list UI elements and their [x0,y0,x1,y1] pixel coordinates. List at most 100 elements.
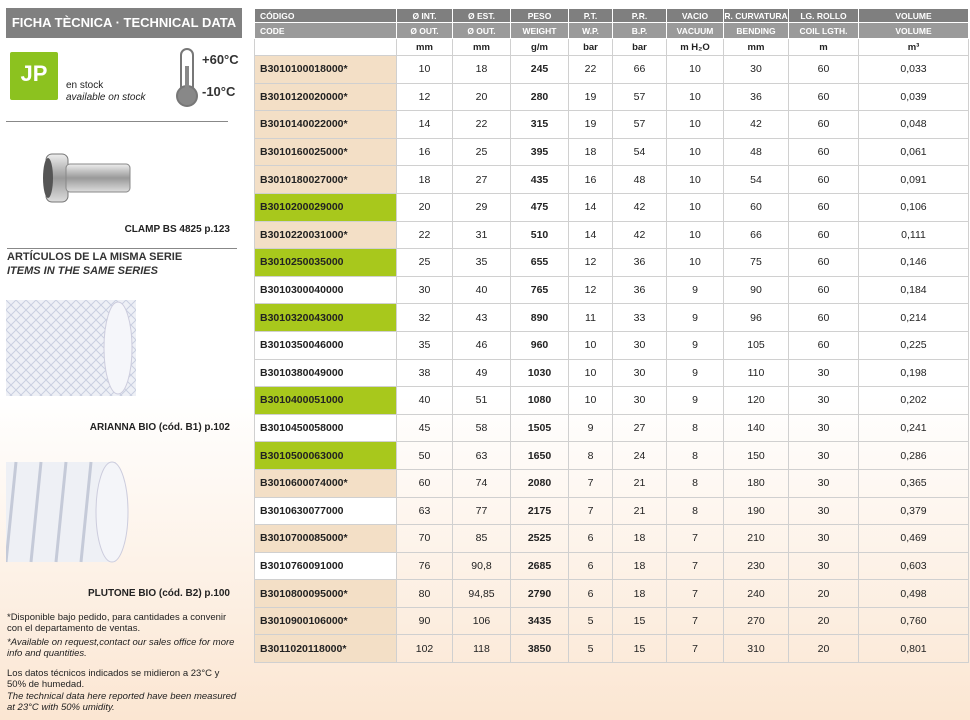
cell: 1030 [510,358,569,388]
data-row: B3010140022000* 14 22 315 19 57 10 42 60 0,048 [254,110,969,139]
cell: 5 [568,606,613,636]
thermometer [176,48,198,107]
cell: 310 [723,634,789,664]
cell: 435 [510,165,569,194]
code-cell: B3010320043000 [254,303,397,332]
cell: 18 [396,165,453,194]
cell: 42 [612,192,667,222]
cell: 50 [396,441,453,470]
cell: 6 [568,579,613,608]
note1-es: *Disponible bajo pedido, para cantidades… [7,612,227,634]
cell: 765 [510,275,569,305]
cell: 60 [788,55,859,84]
cell: 0,801 [858,634,969,664]
data-row: B3010200029000 20 29 475 14 42 10 60 60 0,106 [254,192,969,222]
data-row: B3010220031000* 22 31 510 14 42 10 66 60 0,111 [254,220,969,250]
hose-image [6,300,136,396]
cell: 74 [452,468,511,498]
code-cell: B3010220031000* [254,220,397,250]
cell: 0,061 [858,137,969,167]
code-cell: B3011020118000* [254,634,397,664]
cell: 60 [788,137,859,167]
cell: 655 [510,248,569,277]
cell: 57 [612,110,667,139]
cell: 10 [666,137,724,167]
cell: 7 [666,551,724,581]
cell: 2790 [510,579,569,608]
cell: 51 [452,386,511,415]
sidebar-title: FICHA TÈCNICA · TECHNICAL DATA [6,8,242,38]
cell: 1080 [510,386,569,415]
cell: 70 [396,524,453,553]
cell: 0,033 [858,55,969,84]
cell: 0,111 [858,220,969,250]
cell: 140 [723,413,789,443]
cell: 60 [788,165,859,194]
cell: 0,146 [858,248,969,277]
code-cell: B3010700085000* [254,524,397,553]
header-cell: WEIGHT [510,22,569,39]
cell: 66 [723,220,789,250]
cell: 8 [666,468,724,498]
cell: 6 [568,551,613,581]
cell: 0,241 [858,413,969,443]
cell: 31 [452,220,511,250]
header-cell: BENDING [723,22,789,39]
data-row: B3010250035000 25 35 655 12 36 10 75 60 0,146 [254,248,969,277]
cell: 48 [723,137,789,167]
cell: 30 [788,413,859,443]
cell: 8 [568,441,613,470]
cell: 3850 [510,634,569,664]
cell: 150 [723,441,789,470]
cell: 77 [452,496,511,526]
cell: 18 [452,55,511,84]
cell: 2080 [510,468,569,498]
cell: 22 [568,55,613,84]
cell: 27 [612,413,667,443]
header-cell: COIL LGTH. [788,22,859,39]
temp-min: -10°C [202,84,236,99]
cell: 10 [568,330,613,360]
cell: 60 [788,330,859,360]
hose-image [6,461,129,563]
code-cell: B3010900106000* [254,606,397,636]
cell: 0,225 [858,330,969,360]
data-row: B3010380049000 38 49 1030 10 30 9 110 30 0,198 [254,358,969,388]
cell: 60 [788,303,859,332]
cell: 190 [723,496,789,526]
cell: 270 [723,606,789,636]
header-cell: W.P. [568,22,613,39]
code-cell: B3010120020000* [254,82,397,112]
code-cell: B3010180027000* [254,165,397,194]
code-cell: B3010300040000 [254,275,397,305]
cell: 890 [510,303,569,332]
cell: 24 [612,441,667,470]
header-cell: m H₂O [666,38,724,56]
cell: 60 [788,275,859,305]
cell: 40 [396,386,453,415]
cell: 40 [452,275,511,305]
cell: 30 [788,551,859,581]
cell: 45 [396,413,453,443]
header-cell: VACUUM [666,22,724,39]
cell: 315 [510,110,569,139]
header-cell [254,38,397,56]
code-cell: B3010100018000* [254,55,397,84]
data-row: B3010600074000* 60 74 2080 7 21 8 180 30 0,365 [254,468,969,498]
separator [6,121,228,122]
cell: 0,198 [858,358,969,388]
cell: 18 [612,551,667,581]
cell: 2685 [510,551,569,581]
code-cell: B3010800095000* [254,579,397,608]
header-cell: CÓDIGO [254,8,397,23]
cell: 3435 [510,606,569,636]
cell: 10 [666,55,724,84]
cell: 106 [452,606,511,636]
cell: 11 [568,303,613,332]
cell: 60 [788,110,859,139]
cell: 14 [568,220,613,250]
data-row: B3010900106000* 90 106 3435 5 15 7 270 20 0,760 [254,606,969,636]
cell: 10 [568,386,613,415]
note2-es: Los datos técnicos indicados se midieron… [7,668,220,690]
clamp-caption: CLAMP BS 4825 p.123 [124,224,230,235]
